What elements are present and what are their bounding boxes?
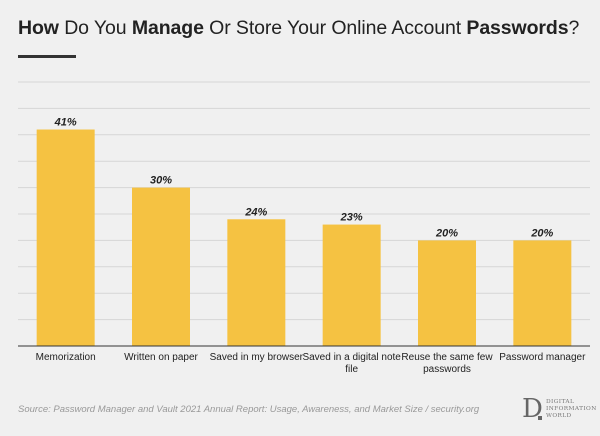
bar-chart: 41% Memorization 30% Written on paper 24% Sav… xyxy=(18,81,590,375)
source-note: Source: Password Manager and Vault 2021 … xyxy=(18,404,480,415)
title-part: Do You xyxy=(58,17,132,39)
title-part: Passwords xyxy=(466,17,569,39)
title-part: Or Store Your Online Account xyxy=(203,17,467,39)
publisher-logo: D DIGITAL INFORMATION WORLD xyxy=(522,394,598,426)
category-label: Reuse the same few xyxy=(401,352,493,363)
title-underline xyxy=(18,55,76,58)
data-label: 24% xyxy=(244,206,267,218)
data-label: 20% xyxy=(435,227,458,239)
bar xyxy=(36,129,95,346)
category-label: passwords xyxy=(423,364,471,375)
category-label: Password manager xyxy=(499,352,586,363)
title-part: Manage xyxy=(131,17,204,39)
chart-title: How Do You Manage Or Store Your Online A… xyxy=(18,17,588,40)
bar xyxy=(227,219,286,346)
bar xyxy=(418,240,476,346)
category-label: Saved in my browser xyxy=(210,352,304,363)
category-label: Written on paper xyxy=(124,352,198,363)
data-label: 23% xyxy=(340,212,363,224)
title-part: How xyxy=(18,17,59,39)
category-label: Saved in a digital note xyxy=(302,352,401,363)
logo-letter: D xyxy=(522,394,543,424)
data-label: 41% xyxy=(54,117,77,129)
category-label: Memorization xyxy=(36,352,96,363)
title-part: ? xyxy=(568,17,580,39)
bar xyxy=(322,224,381,346)
data-label: 20% xyxy=(530,227,553,239)
logo-dot xyxy=(538,416,542,420)
category-label: file xyxy=(345,364,358,375)
logo-line: INFORMATION xyxy=(546,406,597,413)
bar xyxy=(132,187,190,346)
logo-line: WORLD xyxy=(546,413,572,420)
bar xyxy=(513,240,572,346)
logo-wordmark: DIGITAL INFORMATION WORLD xyxy=(546,399,600,421)
logo-line: DIGITAL xyxy=(546,399,575,405)
data-label: 30% xyxy=(150,175,172,187)
